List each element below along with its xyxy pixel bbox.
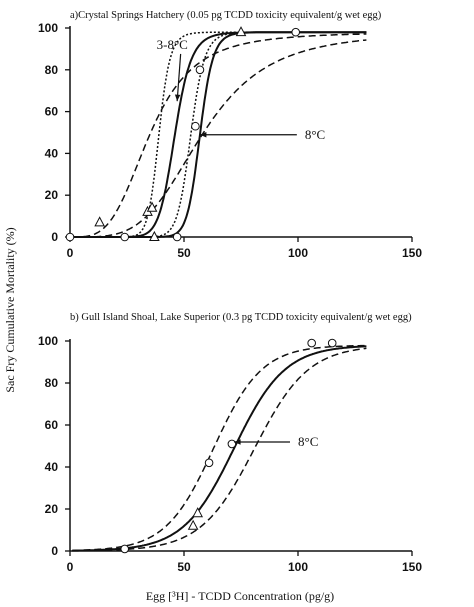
y-tick-label: 20 bbox=[45, 188, 59, 202]
x-tick-label: 100 bbox=[288, 246, 308, 260]
triangle-marker bbox=[149, 230, 160, 241]
y-tick-label: 60 bbox=[45, 418, 59, 432]
y-tick-label: 0 bbox=[51, 230, 58, 244]
triangle-marker bbox=[192, 507, 204, 518]
chart-panel-a: a)Crystal Springs Hatchery (0.05 pg TCDD… bbox=[38, 10, 422, 260]
annotation-label: 3-8°C bbox=[157, 37, 188, 52]
series-dashed-1 bbox=[72, 344, 367, 552]
panel-title: a)Crystal Springs Hatchery (0.05 pg TCDD… bbox=[70, 10, 382, 21]
y-tick-label: 80 bbox=[45, 376, 59, 390]
annotation-label: 8°C bbox=[298, 434, 318, 449]
y-tick-label: 100 bbox=[38, 21, 58, 35]
y-tick-label: 60 bbox=[45, 105, 59, 119]
circle-marker bbox=[195, 65, 205, 75]
series-dashed-2 bbox=[72, 347, 367, 552]
triangle-marker bbox=[146, 201, 158, 212]
x-tick-label: 150 bbox=[402, 560, 422, 574]
arrow-head bbox=[199, 132, 207, 138]
annotation-arrow bbox=[176, 53, 182, 102]
circle-marker bbox=[291, 27, 301, 37]
x-tick-label: 50 bbox=[177, 560, 191, 574]
circle-marker bbox=[204, 458, 214, 468]
circle-marker bbox=[120, 544, 130, 554]
y-tick-label: 0 bbox=[51, 544, 58, 558]
circle-marker bbox=[227, 439, 237, 449]
series-dashed-5 bbox=[72, 39, 367, 238]
chart-panel-b: b) Gull Island Shoal, Lake Superior (0.3… bbox=[38, 312, 422, 574]
x-tick-label: 100 bbox=[288, 560, 308, 574]
y-tick-label: 40 bbox=[45, 146, 59, 160]
arrow-head bbox=[174, 94, 181, 102]
panel-title: b) Gull Island Shoal, Lake Superior (0.3… bbox=[70, 312, 412, 323]
y-tick-label: 40 bbox=[45, 460, 59, 474]
circle-marker bbox=[191, 121, 200, 131]
x-tick-label: 150 bbox=[402, 246, 422, 260]
x-tick-label: 0 bbox=[67, 560, 74, 574]
y-tick-label: 20 bbox=[45, 502, 59, 516]
y-axis-label: Sac Fry Cumulative Mortality (%) bbox=[3, 227, 17, 392]
x-tick-label: 50 bbox=[177, 246, 191, 260]
x-axis-label: Egg [³H] - TCDD Concentration (pg/g) bbox=[146, 589, 334, 603]
circle-marker bbox=[327, 338, 337, 348]
circle-marker bbox=[172, 232, 182, 242]
triangle-marker bbox=[187, 519, 199, 530]
y-tick-label: 100 bbox=[38, 334, 58, 348]
series-solid-0 bbox=[72, 345, 367, 552]
circle-marker bbox=[65, 232, 75, 242]
circle-marker bbox=[307, 338, 316, 348]
y-tick-label: 80 bbox=[45, 63, 59, 77]
arrow-head bbox=[234, 439, 241, 445]
triangle-marker bbox=[94, 216, 105, 227]
triangle-marker bbox=[235, 26, 247, 37]
circle-marker bbox=[120, 232, 130, 242]
x-tick-label: 0 bbox=[67, 246, 74, 260]
annotation-label: 8°C bbox=[305, 127, 325, 142]
